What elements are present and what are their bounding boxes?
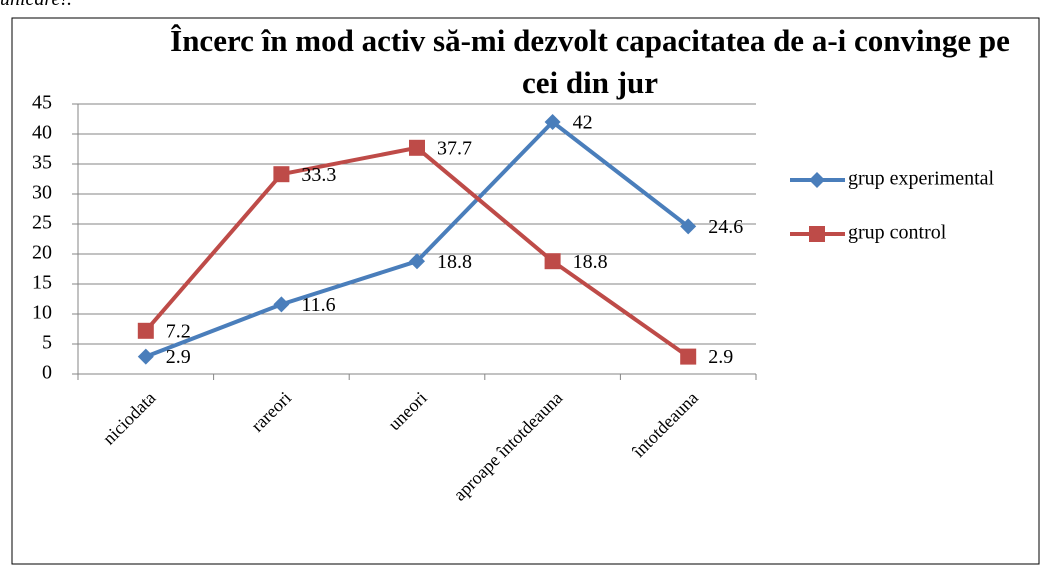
y-tick-label: 30 [32, 182, 52, 204]
data-label: 33.3 [301, 164, 336, 186]
x-tick-label: niciodata [99, 388, 160, 449]
chart-border [11, 17, 1040, 565]
point [544, 114, 561, 130]
point [137, 348, 154, 365]
data-label: 11.6 [301, 294, 335, 316]
point [680, 348, 697, 365]
point [680, 218, 697, 235]
point [409, 253, 425, 270]
legend-marker [809, 172, 825, 188]
caption: unicare!. [0, 0, 72, 11]
x-tick-label: rareori [247, 388, 295, 436]
point [273, 296, 290, 313]
data-label: 37.7 [437, 137, 472, 159]
x-tick-label: aproape întotdeauna [449, 388, 566, 505]
y-tick-label: 25 [32, 212, 52, 234]
y-tick-label: 0 [42, 362, 52, 384]
legend-label: grup experimental [848, 168, 994, 190]
data-label: 42 [573, 112, 593, 134]
x-tick-label: întotdeauna [628, 388, 702, 462]
data-label: 18.8 [437, 251, 472, 273]
legend-label: grup control [848, 222, 947, 244]
y-tick-label: 10 [32, 302, 52, 324]
legend-marker [809, 226, 825, 242]
data-label: 7.2 [166, 320, 191, 342]
point [544, 253, 561, 270]
data-label: 2.9 [166, 346, 191, 368]
data-label: 2.9 [708, 346, 733, 368]
y-tick-label: 35 [32, 152, 52, 174]
point [137, 322, 154, 339]
y-tick-label: 20 [32, 242, 52, 264]
point [273, 166, 290, 183]
x-tick-label: uneori [384, 388, 431, 435]
y-tick-label: 15 [32, 272, 52, 294]
point [409, 139, 425, 156]
data-label: 24.6 [708, 216, 743, 238]
data-label: 18.8 [573, 251, 608, 273]
y-tick-label: 40 [32, 122, 52, 144]
y-tick-label: 5 [42, 332, 52, 354]
chart-title: Încerc în mod activ să-mi dezvolt capaci… [170, 23, 1010, 100]
y-tick-label: 45 [32, 92, 52, 114]
